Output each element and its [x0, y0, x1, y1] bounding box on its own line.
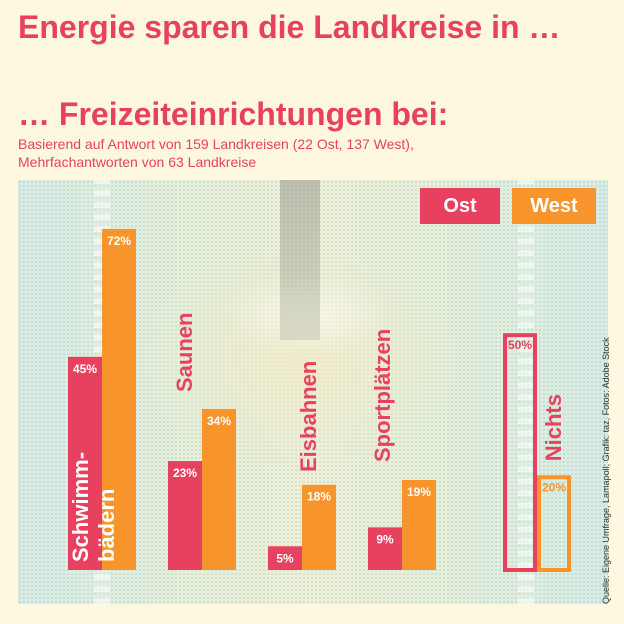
data-label: 9% [376, 532, 394, 546]
bar-ost [368, 527, 402, 570]
category-label: Nichts [541, 394, 566, 461]
chart-title: Energie sparen die Landkreise in … [18, 9, 561, 45]
data-label: 34% [207, 414, 231, 428]
bar-ost [503, 333, 537, 572]
data-label: 45% [73, 362, 97, 376]
lane-line [518, 180, 534, 604]
description-line: Mehrfachantworten von 63 Landkreise [18, 154, 257, 170]
bar-west [402, 480, 436, 570]
chart-subtitle: … Freizeiteinrichtungen bei: [18, 96, 449, 132]
bar-west [202, 408, 236, 570]
bar-ost [168, 461, 202, 570]
legend-ost: Ost [420, 188, 500, 224]
category-label: Sportplätzen [370, 329, 395, 462]
bar-west [537, 475, 571, 572]
bar-ost [268, 546, 302, 570]
bar-ost [68, 356, 102, 570]
data-label: 18% [307, 490, 331, 504]
data-label: 50% [508, 338, 532, 352]
category-label: Eisbahnen [296, 361, 321, 472]
data-label: 23% [173, 466, 197, 480]
bar-west [302, 484, 336, 570]
bar-west [102, 228, 136, 570]
data-label: 72% [107, 234, 131, 248]
swimmer-silhouette [280, 180, 320, 340]
data-label: 19% [407, 485, 431, 499]
description-line: Basierend auf Antwort von 159 Landkreise… [18, 136, 414, 152]
source-note: Quelle: Eigene Umfrage, Lamapoll; Grafik… [601, 337, 611, 604]
data-label: 20% [542, 480, 566, 494]
category-label: Saunen [172, 313, 197, 392]
data-label: 5% [276, 551, 294, 565]
chart-description: Basierend auf Antwort von 159 Landkreise… [18, 135, 578, 171]
category-label: Schwimm-bädern [68, 452, 119, 562]
legend-west: West [512, 188, 596, 224]
